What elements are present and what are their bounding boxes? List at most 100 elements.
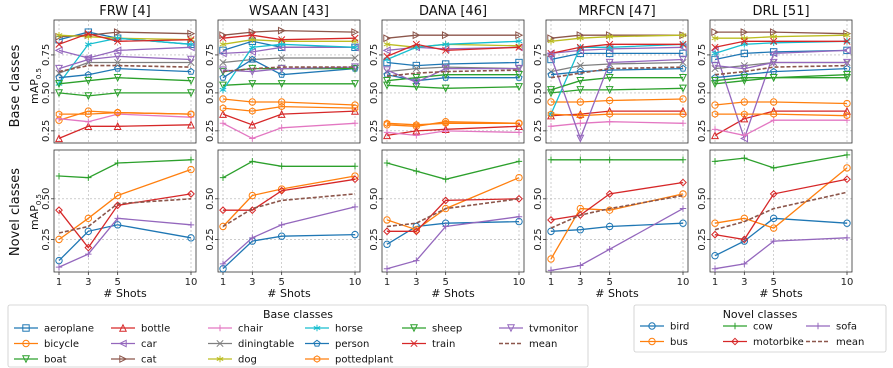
x-tick-label: 5 bbox=[114, 277, 120, 288]
series-chair bbox=[711, 117, 851, 139]
data-point bbox=[842, 46, 851, 55]
data-point bbox=[679, 40, 687, 48]
legend-label: sofa bbox=[836, 322, 857, 333]
series-train bbox=[383, 40, 523, 60]
series-line bbox=[714, 40, 848, 55]
series-cow bbox=[547, 156, 687, 163]
series-line bbox=[222, 105, 356, 112]
series-boat bbox=[546, 84, 688, 98]
data-point bbox=[412, 226, 421, 234]
data-point bbox=[679, 31, 687, 39]
y-tick-label-group: 0.25 bbox=[369, 228, 380, 250]
data-point bbox=[277, 186, 286, 195]
data-point bbox=[351, 34, 359, 42]
data-point bbox=[114, 215, 121, 222]
legend-entry-bus: bus bbox=[640, 337, 688, 348]
legend-label: person bbox=[335, 339, 369, 350]
legend-entry-pottedplant: pottedplant bbox=[305, 355, 393, 366]
data-point bbox=[186, 77, 196, 86]
panel-title: WSAAN [43] bbox=[249, 4, 329, 19]
y-tick-label: 0.75 bbox=[697, 44, 708, 66]
data-point bbox=[441, 31, 450, 40]
series-line bbox=[550, 181, 684, 221]
data-point bbox=[843, 31, 851, 39]
axes-frame bbox=[381, 149, 525, 273]
data-point bbox=[711, 50, 719, 57]
series-line bbox=[714, 154, 848, 169]
y-tick-label-group: 0.75 bbox=[41, 44, 52, 66]
series-person bbox=[55, 64, 195, 81]
series-line bbox=[714, 237, 848, 270]
y-tick-label-group: 0.25 bbox=[41, 228, 52, 250]
y-axis-label-novel-group: mAP0.5 bbox=[28, 194, 43, 230]
data-point bbox=[547, 110, 555, 118]
data-point bbox=[442, 73, 450, 81]
series-line bbox=[222, 66, 355, 73]
x-axis-label: # Shots bbox=[431, 287, 475, 300]
data-point bbox=[576, 67, 584, 75]
data-point bbox=[413, 257, 420, 264]
series-line bbox=[714, 61, 847, 70]
panel-frw-4: FRW [4] 0.25 0.50 0.75 0.25 0.50 1 3 5 10 # Shots bbox=[41, 4, 197, 300]
data-point bbox=[55, 172, 63, 180]
data-point bbox=[248, 80, 257, 89]
y-tick-label-group: 0.50 bbox=[697, 188, 708, 210]
data-point bbox=[351, 120, 359, 127]
data-point bbox=[605, 222, 614, 231]
series-pottedplant bbox=[547, 110, 687, 120]
data-point bbox=[84, 227, 93, 236]
y-tick-label-group: 0.50 bbox=[533, 188, 544, 210]
y-axis-label-novel-sub: 0.5 bbox=[35, 194, 43, 205]
series-line bbox=[222, 34, 356, 41]
data-point bbox=[85, 174, 92, 181]
data-point bbox=[54, 134, 64, 143]
data-point bbox=[842, 70, 852, 79]
series-line bbox=[58, 92, 191, 97]
data-point bbox=[770, 117, 777, 124]
data-point bbox=[547, 123, 555, 130]
series-line bbox=[386, 40, 520, 61]
series-line bbox=[715, 113, 848, 117]
base-axes: 0.25 0.50 0.75 bbox=[697, 19, 853, 144]
series-line bbox=[714, 74, 848, 82]
y-tick-label: 0.25 bbox=[205, 228, 216, 250]
data-point bbox=[740, 98, 749, 106]
row-label-base: Base classes bbox=[8, 44, 23, 127]
data-point bbox=[85, 118, 92, 125]
data-point bbox=[412, 227, 421, 236]
legend-entry-mean: mean bbox=[499, 339, 557, 350]
series-chair bbox=[219, 120, 359, 142]
series-bus bbox=[711, 164, 851, 232]
x-tick-label: 1 bbox=[384, 277, 390, 288]
series-tvmonitor bbox=[710, 58, 852, 73]
y-tick-label: 0.75 bbox=[369, 44, 380, 66]
data-point bbox=[278, 124, 285, 132]
data-point bbox=[248, 31, 256, 39]
data-point bbox=[710, 61, 720, 70]
series-line bbox=[551, 98, 684, 103]
series-aeroplane bbox=[711, 46, 851, 64]
base-axes: 0.25 0.50 0.75 bbox=[533, 19, 689, 144]
axes-frame bbox=[217, 149, 361, 273]
data-point bbox=[55, 40, 63, 48]
y-tick-label: 0.50 bbox=[369, 82, 380, 104]
series-line bbox=[58, 224, 192, 262]
data-point bbox=[278, 54, 286, 62]
series-line bbox=[386, 125, 520, 137]
series-line bbox=[550, 66, 684, 79]
series-line bbox=[550, 194, 684, 229]
data-point bbox=[350, 106, 360, 115]
series-cow bbox=[55, 156, 195, 181]
data-point bbox=[249, 234, 256, 242]
data-point bbox=[55, 110, 63, 118]
data-point bbox=[442, 41, 450, 48]
data-point bbox=[249, 158, 256, 165]
legend-label: bus bbox=[670, 337, 688, 348]
data-point bbox=[351, 54, 359, 62]
y-tick-label: 0.50 bbox=[41, 82, 52, 104]
data-point bbox=[710, 77, 720, 86]
series-line bbox=[58, 198, 192, 234]
y-tick-label-group: 0.50 bbox=[205, 188, 216, 210]
data-point bbox=[711, 265, 719, 272]
panel-mrfcn-47: MRFCN [47] 0.25 0.50 0.75 0.25 0.50 1 3 5 10 # Sho… bbox=[533, 4, 689, 300]
